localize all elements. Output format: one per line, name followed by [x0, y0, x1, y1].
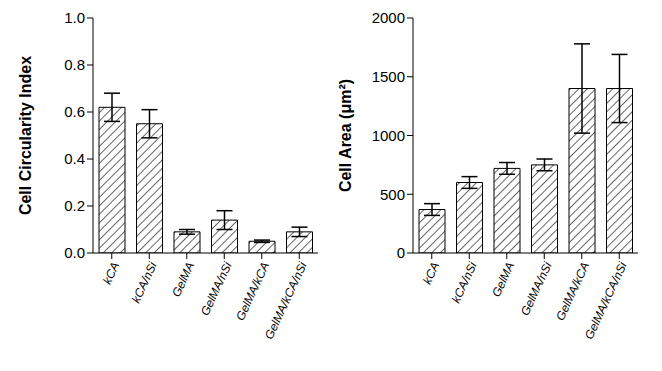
svg-text:1.0: 1.0 — [64, 9, 85, 26]
svg-text:GelMA/kCA: GelMA/kCA — [233, 260, 272, 323]
svg-text:0.8: 0.8 — [64, 56, 85, 73]
svg-text:0.4: 0.4 — [64, 150, 85, 167]
svg-text:Cell Area (μm²): Cell Area (μm²) — [337, 79, 354, 192]
svg-text:0.2: 0.2 — [64, 197, 85, 214]
svg-text:GelMA/kCA: GelMA/kCA — [553, 260, 592, 323]
svg-text:GelMA/nSi: GelMA/nSi — [198, 260, 235, 318]
svg-text:kCA: kCA — [420, 260, 442, 286]
svg-text:1500: 1500 — [372, 68, 405, 85]
svg-text:GelMA: GelMA — [169, 260, 197, 299]
svg-text:GelMA/kCA/nSi: GelMA/kCA/nSi — [582, 260, 630, 342]
svg-text:kCA: kCA — [100, 260, 122, 286]
svg-text:GelMA/nSi: GelMA/nSi — [518, 260, 555, 318]
svg-text:GelMA: GelMA — [489, 260, 517, 299]
svg-text:500: 500 — [380, 186, 405, 203]
svg-text:kCA/nSi: kCA/nSi — [129, 260, 160, 306]
svg-text:0.0: 0.0 — [64, 244, 85, 261]
svg-text:2000: 2000 — [372, 9, 405, 26]
svg-text:Cell Circularity Index: Cell Circularity Index — [17, 56, 34, 215]
svg-text:0: 0 — [397, 244, 405, 261]
svg-text:1000: 1000 — [372, 127, 405, 144]
svg-text:GelMA/kCA/nSi: GelMA/kCA/nSi — [262, 260, 310, 342]
svg-text:0.6: 0.6 — [64, 103, 85, 120]
svg-text:kCA/nSi: kCA/nSi — [449, 260, 480, 306]
